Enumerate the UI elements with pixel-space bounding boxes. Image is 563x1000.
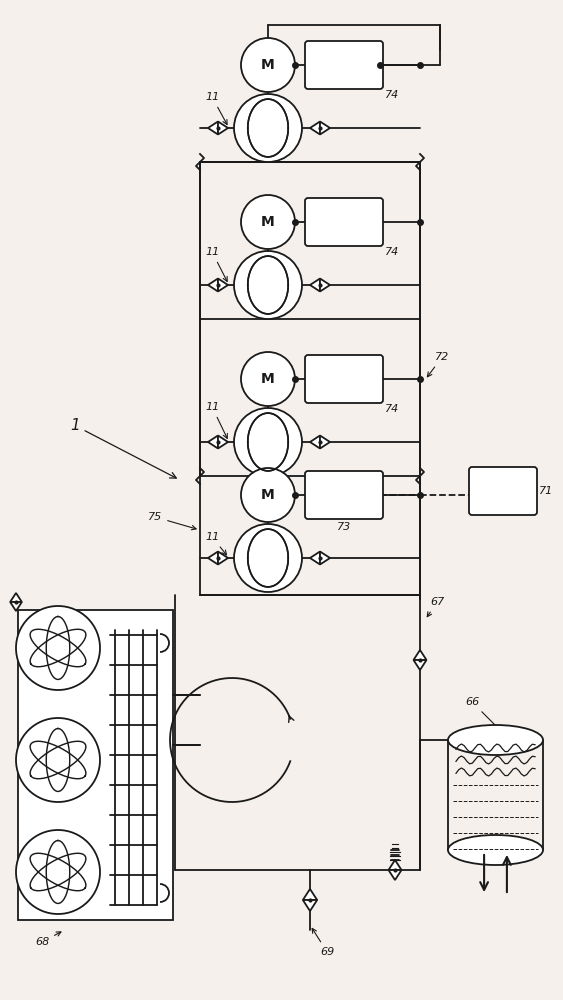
Circle shape [241, 468, 295, 522]
Polygon shape [320, 278, 330, 292]
FancyBboxPatch shape [305, 471, 383, 519]
FancyBboxPatch shape [469, 467, 537, 515]
Text: 11: 11 [205, 402, 227, 438]
Polygon shape [218, 436, 228, 448]
Circle shape [241, 195, 295, 249]
Text: M: M [261, 58, 275, 72]
Polygon shape [208, 552, 218, 564]
Circle shape [234, 251, 302, 319]
Circle shape [241, 352, 295, 406]
FancyBboxPatch shape [305, 355, 383, 403]
Polygon shape [303, 900, 317, 911]
Text: M: M [261, 372, 275, 386]
Polygon shape [10, 593, 22, 602]
Circle shape [234, 94, 302, 162]
Polygon shape [218, 278, 228, 292]
Text: 68: 68 [35, 932, 61, 947]
Polygon shape [320, 121, 330, 134]
Text: 11: 11 [205, 247, 227, 281]
Polygon shape [413, 650, 427, 660]
Polygon shape [320, 552, 330, 564]
Text: 69: 69 [312, 928, 334, 957]
Polygon shape [218, 121, 228, 134]
Polygon shape [218, 552, 228, 564]
Text: 71: 71 [539, 486, 553, 496]
Polygon shape [320, 436, 330, 448]
Text: 73: 73 [337, 522, 351, 532]
Text: 74: 74 [385, 404, 399, 414]
Circle shape [16, 830, 100, 914]
Circle shape [16, 718, 100, 802]
Text: 1: 1 [70, 418, 176, 478]
Bar [18, 610, 173, 920]
Ellipse shape [448, 725, 543, 755]
Polygon shape [413, 660, 427, 670]
Text: 66: 66 [465, 697, 502, 732]
Text: 67: 67 [427, 597, 444, 617]
Circle shape [234, 408, 302, 476]
Text: 74: 74 [385, 90, 399, 100]
Text: 11: 11 [205, 92, 227, 124]
Polygon shape [208, 278, 218, 292]
Text: 72: 72 [427, 352, 449, 377]
Text: 75: 75 [148, 512, 196, 530]
Ellipse shape [448, 835, 543, 865]
Polygon shape [10, 602, 22, 611]
Circle shape [241, 38, 295, 92]
Circle shape [16, 606, 100, 690]
Polygon shape [310, 278, 320, 292]
Polygon shape [388, 860, 401, 870]
Polygon shape [208, 121, 218, 134]
FancyBboxPatch shape [305, 41, 383, 89]
Polygon shape [208, 436, 218, 448]
Text: M: M [261, 488, 275, 502]
Text: 74: 74 [385, 247, 399, 257]
FancyBboxPatch shape [305, 198, 383, 246]
Polygon shape [310, 436, 320, 448]
Circle shape [234, 524, 302, 592]
Polygon shape [388, 870, 401, 880]
Text: M: M [261, 215, 275, 229]
Text: 11: 11 [205, 532, 226, 555]
Polygon shape [310, 552, 320, 564]
Polygon shape [303, 889, 317, 900]
Polygon shape [310, 121, 320, 134]
